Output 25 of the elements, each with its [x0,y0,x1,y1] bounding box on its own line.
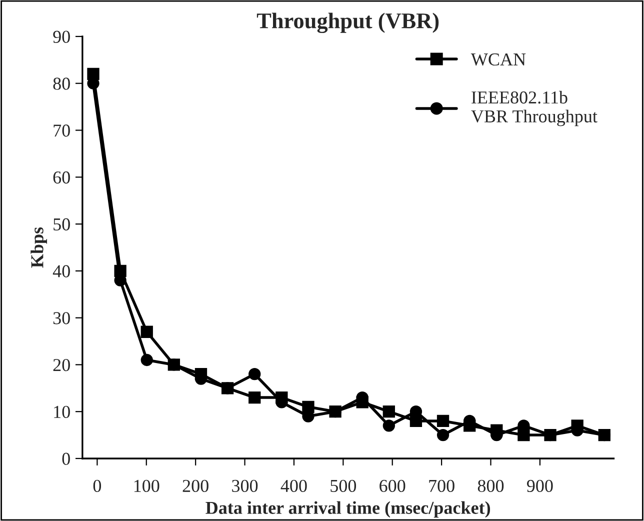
x-tick-label: 200 [182,480,208,492]
x-axis-title: Data inter arrival time (msec/packet) [206,501,490,518]
y-tick-label: 80 [53,78,70,90]
legend-label: IEEE802.11b VBR Throughput [471,90,598,126]
y-tick-label: 40 [52,265,70,278]
y-axis-title: Kbps [30,227,48,268]
chart-title: Throughput (VBR) [256,12,439,34]
x-tick-label: 900 [526,480,553,492]
x-tick-label: 700 [429,480,454,492]
y-tick-label: 10 [54,406,70,418]
x-tick-label: 500 [330,480,356,492]
x-tick-label: 600 [380,480,406,492]
y-tick-label: 50 [54,218,70,230]
y-tick-label: 60 [53,171,70,184]
y-tick-label: 0 [62,452,70,465]
y-tick-label: 90 [53,30,70,43]
x-tick-label: 800 [478,480,504,492]
x-tick-label: 300 [232,480,258,492]
legend-label: WCAN [470,53,526,66]
x-tick-label: 100 [134,480,160,492]
y-tick-label: 20 [53,358,70,372]
y-tick-label: 70 [54,124,70,137]
x-tick-label: 400 [280,480,307,492]
x-tick-label: 0 [93,480,102,492]
y-tick-label: 30 [53,312,70,324]
